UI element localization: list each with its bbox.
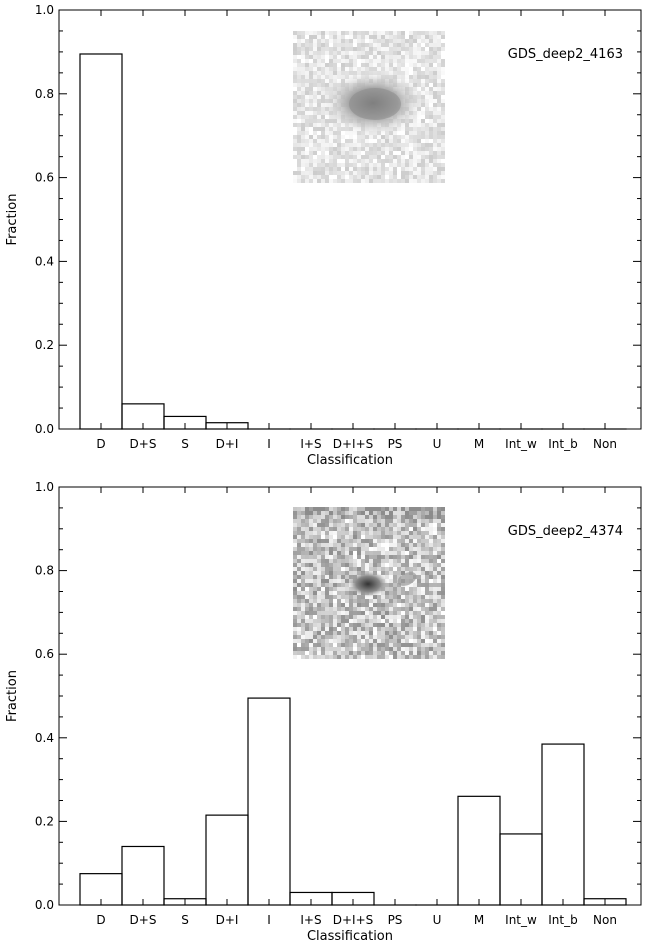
x-tick-label: Int_b xyxy=(548,913,577,927)
x-tick-label: M xyxy=(474,437,484,451)
x-tick-label: Int_w xyxy=(505,437,537,451)
x-tick-label: M xyxy=(474,913,484,927)
x-tick-label: Non xyxy=(593,913,617,927)
x-tick-label: I+S xyxy=(300,913,321,927)
x-tick-label: I xyxy=(267,437,271,451)
x-tick-label: D xyxy=(96,437,105,451)
histogram-bin-I xyxy=(248,698,290,905)
y-tick-label: 0.2 xyxy=(35,814,54,828)
histogram-bin-M xyxy=(458,796,500,905)
x-tick-label: D+I+S xyxy=(333,437,374,451)
object-id-label: GDS_deep2_4163 xyxy=(508,47,623,62)
histogram-bin-D+S xyxy=(122,846,164,905)
x-tick-label: D+S xyxy=(130,913,157,927)
x-tick-label: Non xyxy=(593,437,617,451)
x-tick-label: D+I xyxy=(216,437,239,451)
y-tick-label: 1.0 xyxy=(35,480,54,494)
x-tick-label: U xyxy=(433,437,442,451)
x-tick-label: D+I+S xyxy=(333,913,374,927)
x-tick-label: D+S xyxy=(130,437,157,451)
x-tick-label: Int_w xyxy=(505,913,537,927)
y-axis-label: Fraction xyxy=(5,194,20,246)
histogram-bin-Int_b xyxy=(542,744,584,905)
x-tick-label: PS xyxy=(388,437,403,451)
y-tick-label: 0.4 xyxy=(35,254,54,268)
galaxy-inset-image xyxy=(293,507,445,659)
galaxy-core xyxy=(349,88,401,120)
x-axis-label: Classification xyxy=(307,929,393,944)
x-tick-label: I xyxy=(267,913,271,927)
y-tick-label: 0.0 xyxy=(35,898,54,912)
y-axis-label: Fraction xyxy=(5,670,20,722)
histogram-bin-D+I xyxy=(206,815,248,905)
x-tick-label: U xyxy=(433,913,442,927)
y-tick-label: 0.4 xyxy=(35,731,54,745)
panel-1: 0.0 0.2 0.4 0.6 0.8 1.0 D D+S S D+I I I+S D+I+S PS U M I… xyxy=(5,3,641,468)
galaxy-inset-image xyxy=(293,31,445,183)
y-tick-label: 0.8 xyxy=(35,564,54,578)
y-tick-label: 0.6 xyxy=(35,647,54,661)
x-tick-label: S xyxy=(181,913,189,927)
y-tick-label: 0.2 xyxy=(35,338,54,352)
y-tick-label: 0.0 xyxy=(35,422,54,436)
x-tick-label: S xyxy=(181,437,189,451)
histogram-bin-Int_w xyxy=(500,834,542,905)
panel-2: 0.0 0.2 0.4 0.6 0.8 1.0 D D+S S D+I I I+S D+I+S PS U M I… xyxy=(5,480,641,944)
y-tick-label: 0.8 xyxy=(35,87,54,101)
y-tick-label: 0.6 xyxy=(35,171,54,185)
x-tick-label: PS xyxy=(388,913,403,927)
x-tick-label: D xyxy=(96,913,105,927)
y-tick-label: 1.0 xyxy=(35,3,54,17)
x-axis-label: Classification xyxy=(307,453,393,468)
x-tick-label: D+I xyxy=(216,913,239,927)
galaxy-blob xyxy=(348,571,388,597)
histogram-bin-D xyxy=(80,54,122,429)
x-tick-label: Int_b xyxy=(548,437,577,451)
x-tick-label: I+S xyxy=(300,437,321,451)
object-id-label: GDS_deep2_4374 xyxy=(508,524,623,539)
